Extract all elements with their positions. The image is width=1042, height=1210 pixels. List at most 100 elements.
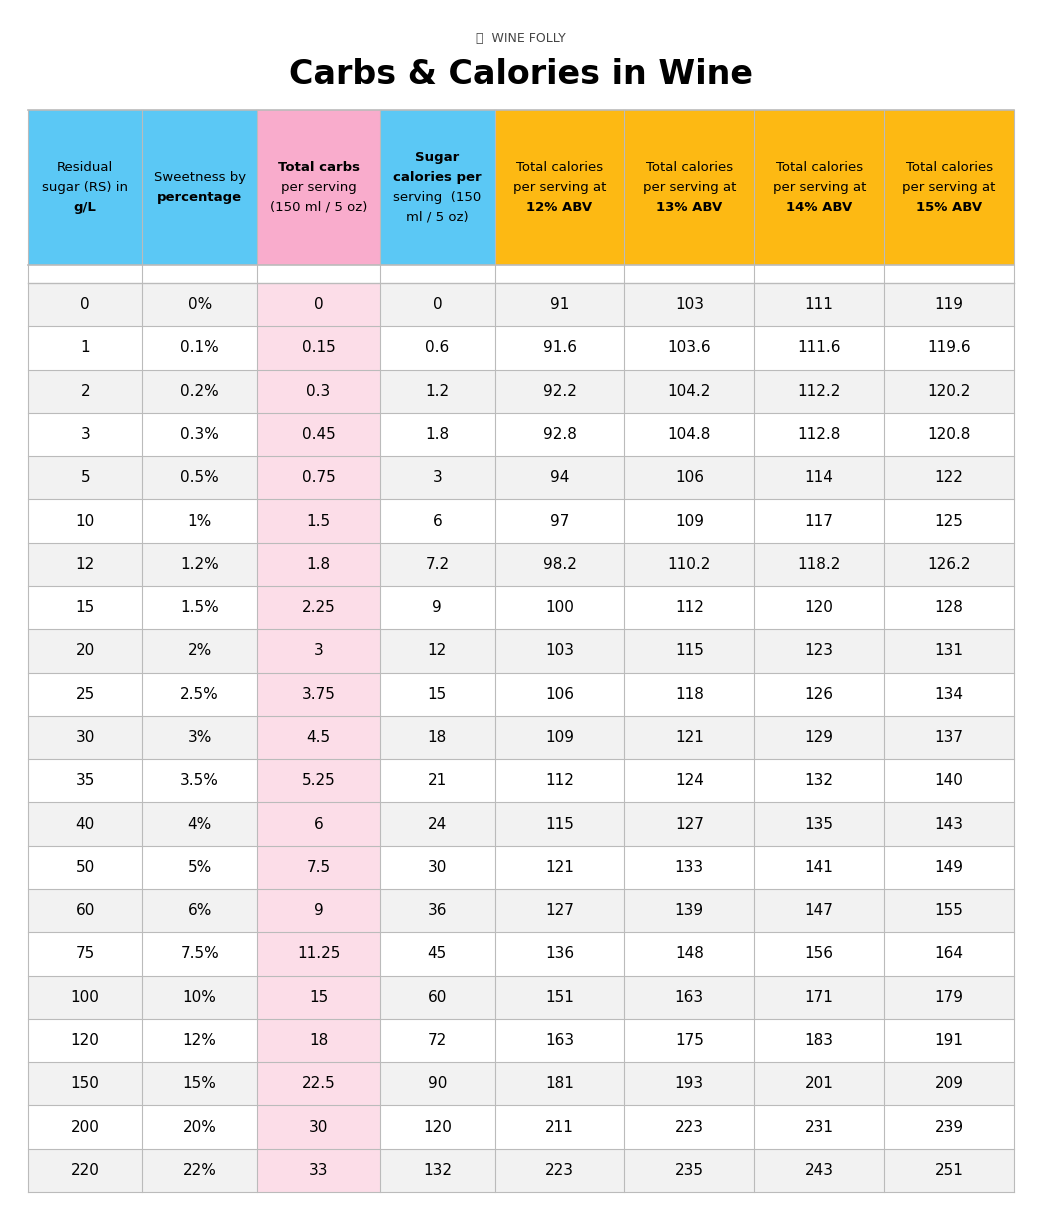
Bar: [257, 283, 380, 327]
Text: 90: 90: [427, 1076, 447, 1091]
Bar: [380, 369, 495, 413]
Text: 15%: 15%: [182, 1076, 217, 1091]
Text: g/L: g/L: [74, 201, 97, 214]
Text: 14% ABV: 14% ABV: [786, 201, 852, 214]
Bar: [257, 975, 380, 1019]
Text: 1.8: 1.8: [425, 427, 449, 442]
Bar: [624, 975, 754, 1019]
Text: 0%: 0%: [188, 298, 212, 312]
Text: 3%: 3%: [188, 730, 212, 745]
Text: 251: 251: [935, 1163, 964, 1177]
Bar: [495, 802, 624, 846]
Text: 15: 15: [428, 687, 447, 702]
Bar: [885, 802, 1014, 846]
Bar: [257, 716, 380, 759]
Text: 12: 12: [428, 644, 447, 658]
Bar: [28, 629, 143, 673]
Bar: [754, 975, 885, 1019]
Text: 45: 45: [428, 946, 447, 962]
Text: 6: 6: [314, 817, 323, 831]
Text: 127: 127: [545, 903, 574, 918]
Bar: [885, 716, 1014, 759]
Bar: [380, 759, 495, 802]
Bar: [143, 543, 257, 586]
Bar: [380, 975, 495, 1019]
Text: 22%: 22%: [182, 1163, 217, 1177]
Text: 193: 193: [675, 1076, 704, 1091]
Text: 122: 122: [935, 471, 964, 485]
Text: 120: 120: [804, 600, 834, 615]
Bar: [257, 586, 380, 629]
Bar: [885, 283, 1014, 327]
Text: 4.5: 4.5: [306, 730, 330, 745]
Bar: [143, 629, 257, 673]
Bar: [380, 413, 495, 456]
Text: 131: 131: [935, 644, 964, 658]
Bar: [754, 543, 885, 586]
Text: 100: 100: [545, 600, 574, 615]
Text: 104.8: 104.8: [668, 427, 711, 442]
Bar: [380, 1019, 495, 1062]
Text: 112.2: 112.2: [797, 384, 841, 399]
Text: 104.2: 104.2: [668, 384, 711, 399]
Text: 60: 60: [75, 903, 95, 918]
Text: sugar (RS) in: sugar (RS) in: [43, 182, 128, 194]
Text: Carbs & Calories in Wine: Carbs & Calories in Wine: [289, 58, 753, 92]
Bar: [754, 716, 885, 759]
Bar: [257, 456, 380, 500]
Text: 0: 0: [314, 298, 323, 312]
Bar: [754, 846, 885, 889]
Bar: [885, 1148, 1014, 1192]
Bar: [754, 369, 885, 413]
Bar: [143, 846, 257, 889]
Text: 129: 129: [804, 730, 834, 745]
Text: 0.15: 0.15: [301, 340, 336, 356]
Text: 0.2%: 0.2%: [180, 384, 219, 399]
Text: 60: 60: [427, 990, 447, 1004]
Text: 1.8: 1.8: [306, 557, 330, 572]
Bar: [380, 586, 495, 629]
Bar: [495, 1019, 624, 1062]
Bar: [495, 500, 624, 543]
Bar: [28, 889, 143, 932]
Text: Sugar: Sugar: [416, 151, 460, 165]
Text: 35: 35: [75, 773, 95, 788]
Text: 20: 20: [76, 644, 95, 658]
Bar: [380, 629, 495, 673]
Bar: [380, 1148, 495, 1192]
Text: 164: 164: [935, 946, 964, 962]
Bar: [495, 1148, 624, 1192]
Text: per serving at: per serving at: [643, 182, 736, 194]
Text: 136: 136: [545, 946, 574, 962]
Bar: [754, 889, 885, 932]
Text: 118.2: 118.2: [797, 557, 841, 572]
Bar: [257, 413, 380, 456]
Bar: [28, 932, 143, 975]
Text: 123: 123: [804, 644, 834, 658]
Bar: [885, 500, 1014, 543]
Text: 139: 139: [675, 903, 704, 918]
Text: 110.2: 110.2: [668, 557, 711, 572]
Bar: [885, 1019, 1014, 1062]
Bar: [28, 1019, 143, 1062]
Text: 4%: 4%: [188, 817, 212, 831]
Bar: [143, 889, 257, 932]
Bar: [143, 1106, 257, 1148]
Text: 11.25: 11.25: [297, 946, 340, 962]
Bar: [257, 1062, 380, 1106]
Bar: [257, 932, 380, 975]
Text: 3: 3: [432, 471, 442, 485]
Bar: [143, 932, 257, 975]
Text: 7.5: 7.5: [306, 860, 330, 875]
Bar: [28, 1148, 143, 1192]
Text: 21: 21: [428, 773, 447, 788]
Text: 2%: 2%: [188, 644, 212, 658]
Bar: [28, 543, 143, 586]
Text: 239: 239: [935, 1119, 964, 1135]
Bar: [257, 759, 380, 802]
Text: 92.8: 92.8: [543, 427, 576, 442]
Text: 13% ABV: 13% ABV: [656, 201, 722, 214]
Text: 20%: 20%: [182, 1119, 217, 1135]
Text: 106: 106: [545, 687, 574, 702]
Bar: [257, 889, 380, 932]
